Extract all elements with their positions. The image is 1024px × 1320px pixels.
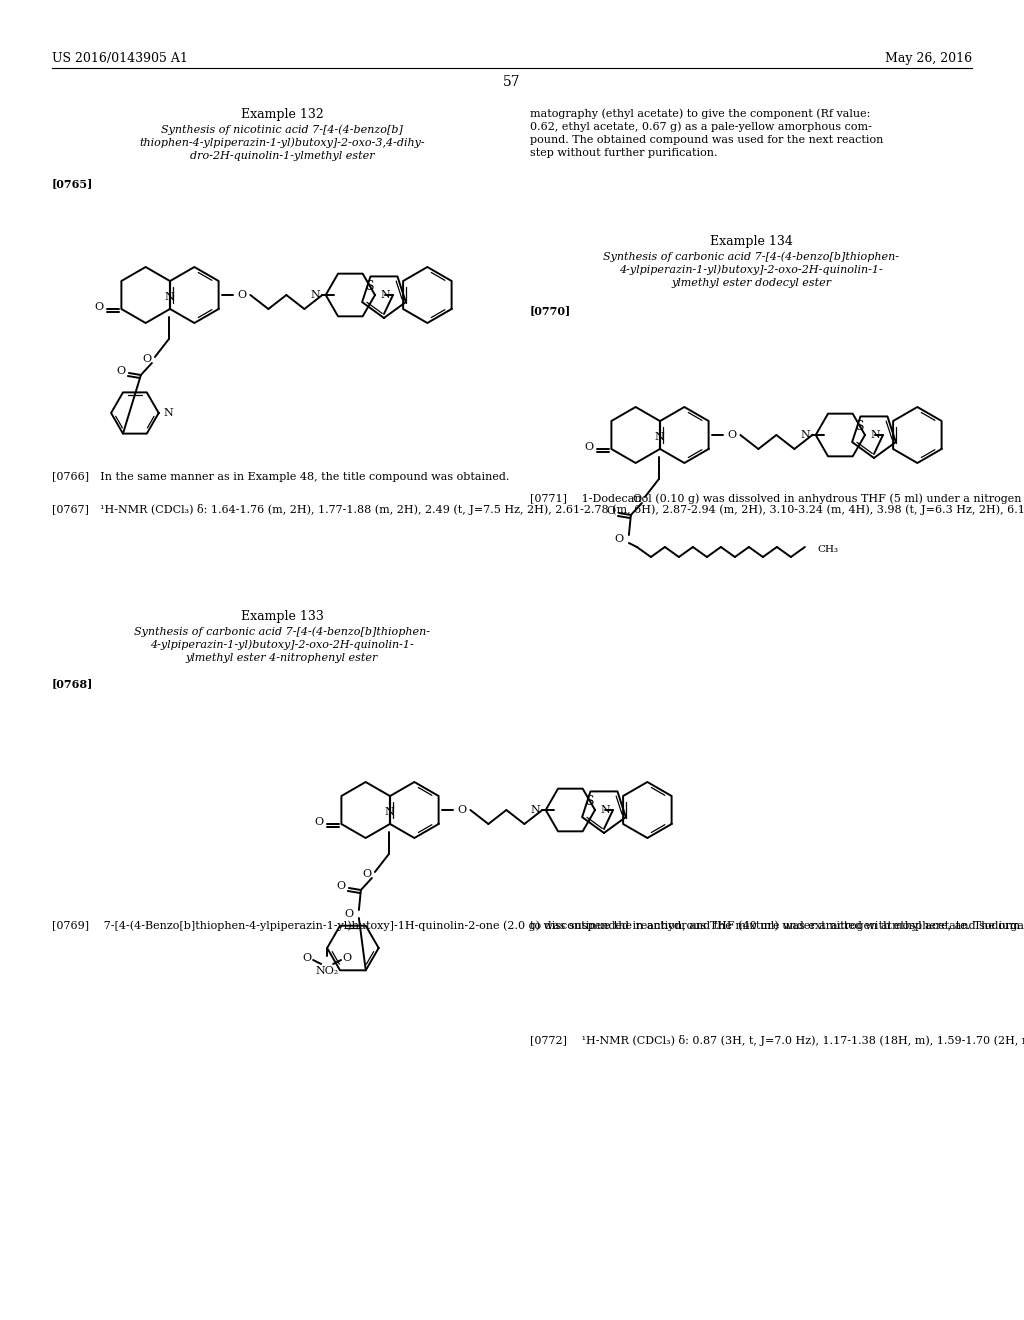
Text: to discontinue the reaction, and the mixture was extracted with ethyl acetate. T: to discontinue the reaction, and the mix… bbox=[530, 920, 1024, 931]
Text: Example 132: Example 132 bbox=[241, 108, 324, 121]
Text: N: N bbox=[600, 805, 610, 814]
Text: N: N bbox=[654, 432, 664, 442]
Text: [0765]: [0765] bbox=[52, 178, 93, 189]
Text: Synthesis of carbonic acid 7-[4-(4-benzo[b]thiophen-
4-ylpiperazin-1-yl)butoxy]-: Synthesis of carbonic acid 7-[4-(4-benzo… bbox=[134, 626, 430, 663]
Text: O: O bbox=[344, 909, 353, 919]
Text: S: S bbox=[586, 795, 595, 808]
Text: N: N bbox=[801, 430, 811, 440]
Text: O: O bbox=[458, 805, 467, 814]
Text: O: O bbox=[314, 817, 324, 828]
Text: O: O bbox=[336, 880, 345, 891]
Text: Example 133: Example 133 bbox=[241, 610, 324, 623]
Text: [0767] ¹H-NMR (CDCl₃) δ: 1.64-1.76 (m, 2H), 1.77-1.88 (m, 2H), 2.49 (t, J=7.5 Hz: [0767] ¹H-NMR (CDCl₃) δ: 1.64-1.76 (m, 2… bbox=[52, 504, 1024, 515]
Text: O: O bbox=[142, 354, 152, 364]
Text: [0769]  7-[4-(4-Benzo[b]thiophen-4-ylpiperazin-1-yl)butoxy]-1H-quinolin-2-one (2: [0769] 7-[4-(4-Benzo[b]thiophen-4-ylpipe… bbox=[52, 920, 1024, 931]
Text: [0771]  1-Dodecanol (0.10 g) was dissolved in anhydrous THF (5 ml) under a nitro: [0771] 1-Dodecanol (0.10 g) was dissolve… bbox=[530, 492, 1024, 503]
Text: O: O bbox=[728, 430, 737, 440]
Text: matography (ethyl acetate) to give the component (Rf value:
0.62, ethyl acetate,: matography (ethyl acetate) to give the c… bbox=[530, 108, 884, 157]
Text: O: O bbox=[362, 869, 372, 879]
Text: N: N bbox=[530, 805, 541, 814]
Text: O: O bbox=[633, 494, 641, 504]
Text: N: N bbox=[164, 292, 174, 302]
Text: Synthesis of nicotinic acid 7-[4-(4-benzo[b]
thiophen-4-ylpiperazin-1-yl)butoxy]: Synthesis of nicotinic acid 7-[4-(4-benz… bbox=[139, 124, 425, 161]
Text: [0772]  ¹H-NMR (CDCl₃) δ: 0.87 (3H, t, J=7.0 Hz), 1.17-1.38 (18H, m), 1.59-1.70 : [0772] ¹H-NMR (CDCl₃) δ: 0.87 (3H, t, J=… bbox=[530, 1035, 1024, 1045]
Text: O: O bbox=[95, 302, 104, 312]
Text: N: N bbox=[164, 408, 173, 418]
Text: May 26, 2016: May 26, 2016 bbox=[885, 51, 972, 65]
Text: O: O bbox=[614, 535, 624, 544]
Text: O: O bbox=[606, 506, 615, 516]
Text: S: S bbox=[367, 280, 375, 293]
Text: [0768]: [0768] bbox=[52, 678, 93, 689]
Text: 57: 57 bbox=[503, 75, 521, 88]
Text: N: N bbox=[384, 807, 394, 817]
Text: N: N bbox=[380, 290, 390, 300]
Text: O: O bbox=[343, 953, 351, 964]
Text: O: O bbox=[585, 442, 594, 451]
Text: [0766] In the same manner as in Example 48, the title compound was obtained.: [0766] In the same manner as in Example … bbox=[52, 473, 509, 482]
Text: CH₃: CH₃ bbox=[817, 544, 838, 553]
Text: S: S bbox=[856, 420, 864, 433]
Text: O: O bbox=[302, 953, 311, 964]
Text: O: O bbox=[238, 290, 247, 300]
Text: NO₂: NO₂ bbox=[315, 966, 339, 975]
Text: N: N bbox=[870, 430, 880, 440]
Text: [0770]: [0770] bbox=[530, 305, 571, 315]
Text: N: N bbox=[311, 290, 321, 300]
Text: Example 134: Example 134 bbox=[710, 235, 793, 248]
Text: US 2016/0143905 A1: US 2016/0143905 A1 bbox=[52, 51, 187, 65]
Text: O: O bbox=[117, 366, 126, 376]
Text: Synthesis of carbonic acid 7-[4-(4-benzo[b]thiophen-
4-ylpiperazin-1-yl)butoxy]-: Synthesis of carbonic acid 7-[4-(4-benzo… bbox=[603, 251, 899, 288]
